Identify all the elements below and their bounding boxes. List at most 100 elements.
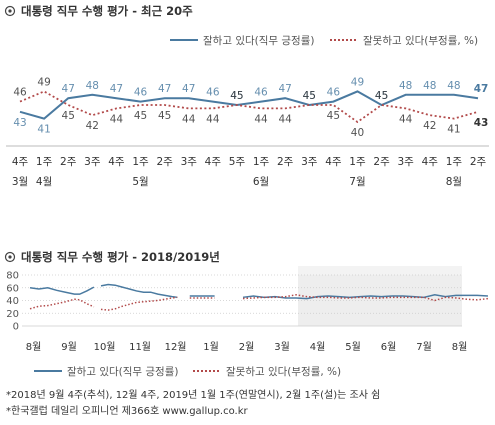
series-disapprove-segment (242, 294, 489, 302)
y-tick-label: 60 (6, 283, 19, 294)
x-tick-month: 7월 (349, 176, 365, 188)
x-tick-month: 5월 (132, 176, 148, 188)
x-tick-week: 3주 (301, 156, 318, 168)
x-tick-month: 9월 (61, 341, 77, 353)
x-tick-week: 4주 (205, 156, 222, 168)
value-label-disapprove: 40 (351, 127, 364, 139)
chart1-plot (19, 90, 479, 124)
value-label-disapprove: 46 (13, 87, 27, 99)
value-label-disapprove: 41 (447, 124, 460, 136)
x-tick-month: 4월 (36, 176, 52, 188)
target-circle-icon (4, 251, 16, 263)
chart2-zoom-connector (298, 266, 462, 275)
series-disapprove-segment (29, 298, 95, 310)
series-approve-segment (100, 283, 178, 299)
x-tick-week: 2주 (277, 156, 294, 168)
x-tick-week: 2주 (470, 156, 487, 168)
value-label-disapprove: 43 (474, 117, 489, 129)
x-tick-week: 1주 (132, 156, 149, 168)
chart1-x-axis: 4주 3월 1주 4월 2주 3주 4주 1주 5월 2주 3주 4주 5주 1주 6월 2주 3주 4주 1주 7월… (12, 156, 487, 188)
x-tick-week: 3주 (84, 156, 101, 168)
y-tick-label: 20 (6, 309, 19, 320)
x-tick-month: 11월 (129, 341, 151, 353)
y-tick-label: 40 (6, 296, 19, 307)
x-tick-month: 2월 (239, 341, 255, 353)
x-tick-month: 10월 (94, 341, 116, 353)
x-tick-month: 12월 (165, 341, 187, 353)
x-tick-week: 1주 (349, 156, 366, 168)
chart2-x-axis: 8월 9월 10월 11월 12월 1월 2월 3월 4월 5월 6월 7월 8월 (26, 341, 468, 353)
x-tick-month: 4월 (310, 341, 326, 353)
x-tick-month: 6월 (381, 341, 397, 353)
x-tick-week: 3주 (181, 156, 198, 168)
x-tick-month: 3월 (274, 341, 290, 353)
legend-disapprove-label: 잘못하고 있다(부정률, %) (363, 34, 478, 47)
chart2-plot (29, 283, 489, 311)
chart2-header: 대통령 직무 수행 평가 - 2018/2019년 (4, 250, 220, 264)
value-label-approve: 41 (37, 124, 50, 136)
footnote-source: *한국갤럽 데일리 오피니언 제366호 www.gallup.co.kr (6, 405, 249, 417)
series-disapprove-line (19, 90, 479, 124)
series-approve-segment (242, 293, 488, 300)
x-tick-month: 7월 (416, 341, 432, 353)
x-tick-week: 1주 (253, 156, 270, 168)
value-label-approve: 45 (375, 90, 388, 102)
value-label-disapprove: 44 (110, 113, 124, 125)
value-label-disapprove: 44 (399, 113, 413, 125)
value-label-disapprove: 42 (423, 120, 436, 132)
y-tick-label: 0 (13, 322, 19, 333)
value-label-approve: 47 (158, 83, 171, 95)
value-label-disapprove: 45 (327, 110, 340, 122)
value-label-disapprove: 45 (158, 110, 171, 122)
series-approve-segment (29, 286, 95, 295)
chart2-legend: 잘하고 있다(직무 긍정률) 잘못하고 있다(부정률, %) (34, 365, 341, 378)
x-tick-week: 4주 (12, 156, 29, 168)
x-tick-month: 8월 (446, 176, 462, 188)
x-tick-month: 8월 (26, 341, 42, 353)
target-circle-icon (4, 5, 16, 17)
x-tick-week: 4주 (325, 156, 342, 168)
x-tick-month: 3월 (12, 176, 28, 188)
x-tick-week: 3주 (398, 156, 415, 168)
chart1-title: 대통령 직무 수행 평가 - 최근 20주 (21, 4, 193, 18)
value-label-disapprove: 45 (303, 90, 316, 102)
x-tick-week: 2주 (60, 156, 77, 168)
value-label-disapprove: 42 (86, 120, 99, 132)
value-label-approve: 46 (327, 87, 341, 99)
x-tick-week: 1주 (446, 156, 463, 168)
value-label-disapprove: 49 (37, 76, 50, 88)
value-label-disapprove: 44 (182, 113, 196, 125)
value-label-approve: 45 (230, 90, 243, 102)
chart1-value-labels: 43 41 47 48 47 46 47 47 46 45 46 47 45 46 49 45 48 48 48 47… (13, 76, 488, 139)
value-label-approve: 48 (447, 80, 460, 92)
value-label-approve: 47 (474, 83, 489, 95)
value-label-approve: 47 (62, 83, 75, 95)
x-tick-month: 5월 (345, 341, 361, 353)
value-label-disapprove: 44 (206, 113, 220, 125)
x-tick-month: 1월 (203, 341, 219, 353)
legend-approve-label: 잘하고 있다(직무 긍정률) (203, 34, 314, 47)
chart1-legend: 잘하고 있다(직무 긍정률) 잘못하고 있다(부정률, %) (170, 34, 478, 47)
value-label-approve: 47 (110, 83, 123, 95)
value-label-disapprove: 45 (134, 110, 147, 122)
x-tick-week: 1주 (36, 156, 53, 168)
legend2-disapprove-label: 잘못하고 있다(부정률, %) (226, 365, 341, 378)
value-label-approve: 46 (254, 87, 268, 99)
chart1-header: 대통령 직무 수행 평가 - 최근 20주 (4, 4, 193, 18)
value-label-disapprove: 44 (278, 113, 292, 125)
value-label-approve: 47 (278, 83, 291, 95)
value-label-approve: 49 (351, 76, 364, 88)
value-label-approve: 48 (86, 80, 99, 92)
value-label-approve: 45 (303, 90, 316, 102)
footnote-survey-skips: *2018년 9월 4주(추석), 12월 4주, 2019년 1월 1주(연말… (6, 389, 380, 401)
x-tick-week: 2주 (373, 156, 390, 168)
chart2-title: 대통령 직무 수행 평가 - 2018/2019년 (21, 250, 220, 264)
value-label-disapprove: 45 (375, 90, 388, 102)
x-tick-month: 6월 (253, 176, 269, 188)
series-approve-line (19, 90, 479, 120)
value-label-approve: 47 (182, 83, 195, 95)
value-label-approve: 46 (134, 87, 148, 99)
x-tick-month: 8월 (452, 341, 468, 353)
